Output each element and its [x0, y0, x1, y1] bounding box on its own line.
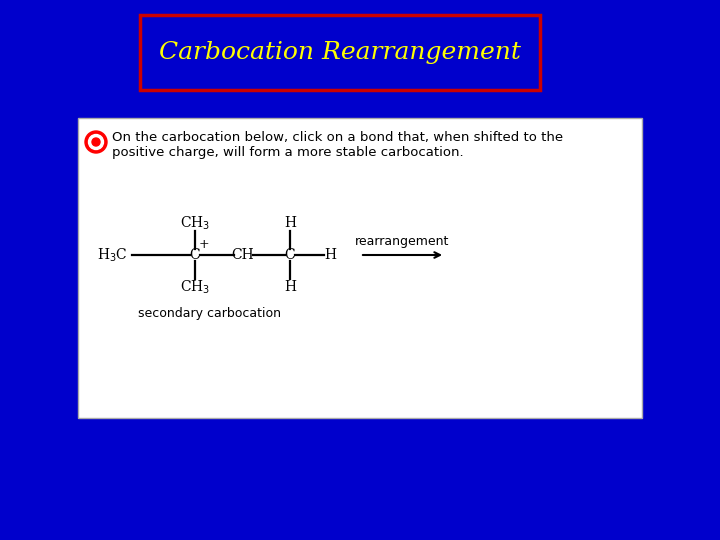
Text: rearrangement: rearrangement: [355, 234, 450, 247]
Text: CH$_3$: CH$_3$: [180, 214, 210, 232]
Text: On the carbocation below, click on a bond that, when shifted to the
positive cha: On the carbocation below, click on a bon…: [112, 131, 563, 159]
Text: +: +: [199, 238, 210, 251]
Text: H: H: [324, 248, 336, 262]
Text: Carbocation Rearrangement: Carbocation Rearrangement: [159, 41, 521, 64]
Text: secondary carbocation: secondary carbocation: [138, 307, 282, 320]
Text: H: H: [284, 280, 296, 294]
Text: CH$_3$: CH$_3$: [180, 278, 210, 296]
Circle shape: [92, 138, 100, 146]
Bar: [78, 118, 642, 418]
Circle shape: [89, 134, 104, 150]
Bar: [140, 15, 540, 90]
Text: C: C: [189, 248, 200, 262]
Text: CH: CH: [232, 248, 254, 262]
Text: H: H: [284, 216, 296, 230]
Text: C: C: [284, 248, 295, 262]
Text: H$_3$C: H$_3$C: [97, 246, 128, 264]
Circle shape: [85, 131, 107, 153]
